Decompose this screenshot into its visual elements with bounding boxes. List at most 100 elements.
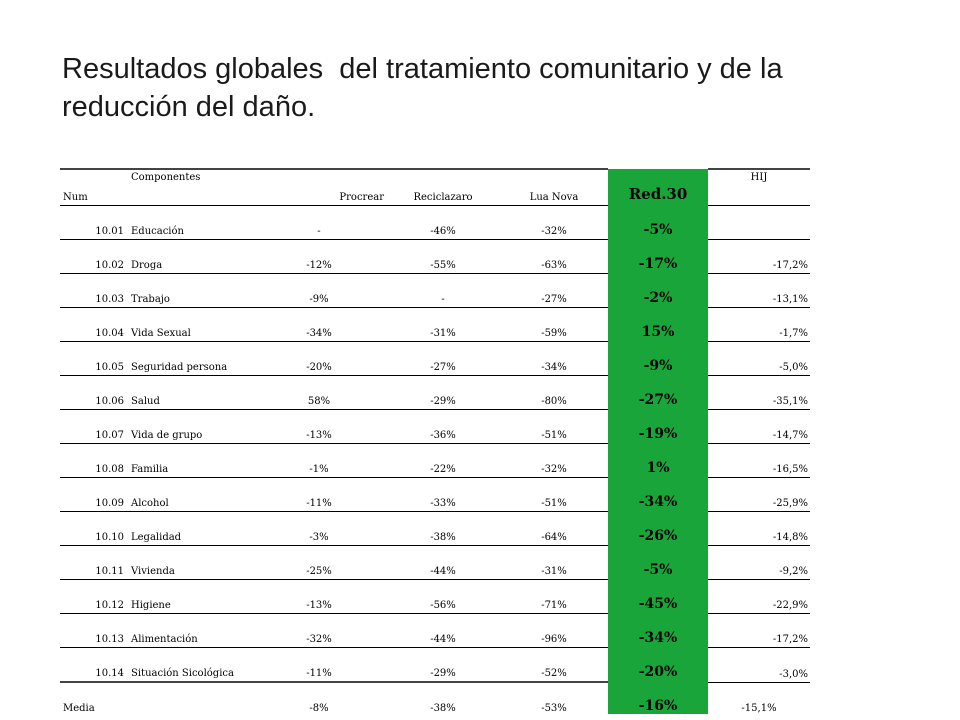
reciclazaro-value: -44%	[386, 545, 500, 580]
hij-value: -5,0%	[708, 341, 810, 376]
reciclazaro-value: -	[386, 273, 500, 308]
hij-value: -35,1%	[708, 375, 810, 410]
media-reciclazaro-value: -38%	[386, 681, 500, 714]
procrear-value: -20%	[252, 341, 386, 376]
procrear-value: -13%	[252, 409, 386, 444]
table-row: 10.13 Alimentación -32% -44% -96% -34% -17,2%	[60, 613, 810, 648]
slide-title-line-1: Resultados globales del tratamiento comu…	[62, 53, 783, 85]
component-name: Legalidad	[128, 511, 252, 546]
hij-value: -17,2%	[708, 613, 810, 648]
slide-title-line-2: reducción del daño.	[62, 91, 316, 123]
lua-nova-value: -27%	[500, 273, 608, 308]
procrear-value: -12%	[252, 239, 386, 274]
procrear-value: -13%	[252, 579, 386, 614]
hij-value: -14,7%	[708, 409, 810, 444]
hij-value: -9,2%	[708, 545, 810, 580]
table-row: 10.12 Higiene -13% -56% -71% -45% -22,9%	[60, 579, 810, 614]
procrear-value: -3%	[252, 511, 386, 546]
component-name: Educación	[128, 205, 252, 240]
table-row: 10.05 Seguridad persona -20% -27% -34% -9% -5,…	[60, 341, 810, 376]
component-name: Trabajo	[128, 273, 252, 308]
lua-nova-value: -59%	[500, 307, 608, 342]
reciclazaro-value: -33%	[386, 477, 500, 512]
media-lua-nova-value: -53%	[500, 681, 608, 714]
media-procrear-value: -8%	[252, 681, 386, 714]
procrear-value: -25%	[252, 545, 386, 580]
table-row: 10.01 Educación - -46% -32% -5%	[60, 205, 810, 240]
header-red30: Red.30	[608, 169, 708, 206]
component-name: Vivienda	[128, 545, 252, 580]
procrear-value: -32%	[252, 613, 386, 648]
lua-nova-value: -32%	[500, 443, 608, 478]
procrear-value: -11%	[252, 477, 386, 512]
header-procrear: Procrear	[339, 192, 384, 203]
slide-title: Resultados globales del tratamiento comu…	[62, 50, 922, 126]
hij-value: -3,0%	[708, 647, 810, 683]
num: 10.14	[60, 647, 128, 683]
lua-nova-value: -34%	[500, 341, 608, 376]
reciclazaro-value: -29%	[386, 375, 500, 410]
header-num: Num	[60, 168, 128, 206]
component-name: Familia	[128, 443, 252, 478]
table-row: 10.06 Salud 58% -29% -80% -27% -35,1%	[60, 375, 810, 410]
procrear-value: 58%	[252, 375, 386, 410]
table-row: 10.10 Legalidad -3% -38% -64% -26% -14,8%	[60, 511, 810, 546]
reciclazaro-value: -55%	[386, 239, 500, 274]
red30-value: -19%	[608, 409, 708, 444]
hij-value: -14,8%	[708, 511, 810, 546]
num: 10.12	[60, 579, 128, 614]
red30-value: -5%	[608, 545, 708, 580]
num: 10.07	[60, 409, 128, 444]
header-componentes-procrear: Componentes Procrear	[128, 168, 386, 206]
hij-value	[708, 205, 810, 240]
table-row: 10.03 Trabajo -9% - -27% -2% -13,1%	[60, 273, 810, 308]
num: 10.11	[60, 545, 128, 580]
red30-value: -9%	[608, 341, 708, 376]
component-name: Alcohol	[128, 477, 252, 512]
hij-value: -1,7%	[708, 307, 810, 342]
table-row: 10.08 Familia -1% -22% -32% 1% -16,5%	[60, 443, 810, 478]
header-hij: HIJ	[708, 168, 810, 206]
lua-nova-value: -80%	[500, 375, 608, 410]
table-row: 10.09 Alcohol -11% -33% -51% -34% -25,9%	[60, 477, 810, 512]
procrear-value: -11%	[252, 647, 386, 683]
table-row: 10.11 Vivienda -25% -44% -31% -5% -9,2%	[60, 545, 810, 580]
hij-value: -17,2%	[708, 239, 810, 274]
num: 10.13	[60, 613, 128, 648]
red30-value: -34%	[608, 613, 708, 648]
component-name: Droga	[128, 239, 252, 274]
num: 10.09	[60, 477, 128, 512]
red30-value: -27%	[608, 375, 708, 410]
component-name: Seguridad persona	[128, 341, 252, 376]
hij-value: -25,9%	[708, 477, 810, 512]
procrear-value: -34%	[252, 307, 386, 342]
reciclazaro-value: -29%	[386, 647, 500, 683]
num: 10.03	[60, 273, 128, 308]
red30-value: -45%	[608, 579, 708, 614]
procrear-value: -1%	[252, 443, 386, 478]
red30-value: -26%	[608, 511, 708, 546]
table-row: 10.07 Vida de grupo -13% -36% -51% -19% -14,7%	[60, 409, 810, 444]
results-table: Num Componentes Procrear Reciclazaro Lua…	[60, 168, 810, 714]
table-header-row: Num Componentes Procrear Reciclazaro Lua…	[60, 168, 810, 206]
media-label: Media	[60, 681, 252, 714]
lua-nova-value: -64%	[500, 511, 608, 546]
table-row: 10.04 Vida Sexual -34% -31% -59% 15% -1,7%	[60, 307, 810, 342]
component-name: Alimentación	[128, 613, 252, 648]
component-name: Salud	[128, 375, 252, 410]
hij-value: -22,9%	[708, 579, 810, 614]
component-name: Vida de grupo	[128, 409, 252, 444]
reciclazaro-value: -22%	[386, 443, 500, 478]
media-row: Media -8% -38% -53% -16% -15,1%	[60, 681, 810, 714]
red30-value: 1%	[608, 443, 708, 478]
lua-nova-value: -51%	[500, 477, 608, 512]
lua-nova-value: -52%	[500, 647, 608, 683]
component-name: Higiene	[128, 579, 252, 614]
header-componentes: Componentes	[131, 172, 201, 183]
lua-nova-value: -31%	[500, 545, 608, 580]
component-name: Vida Sexual	[128, 307, 252, 342]
red30-value: 15%	[608, 307, 708, 342]
header-lua-nova: Lua Nova	[500, 168, 608, 206]
reciclazaro-value: -44%	[386, 613, 500, 648]
media-red30-value: -16%	[608, 682, 708, 714]
